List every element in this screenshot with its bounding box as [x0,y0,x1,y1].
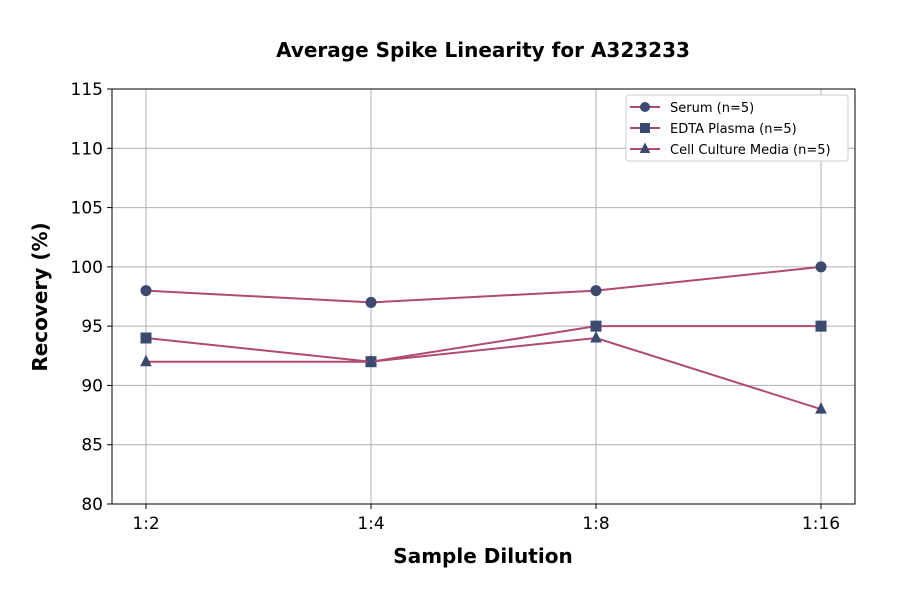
y-axis-label: Recovery (%) [28,222,52,371]
series-0 [140,261,827,308]
data-point [140,285,152,297]
y-tick-label: 90 [81,376,103,396]
legend-label: Cell Culture Media (n=5) [670,143,831,158]
data-point [140,332,152,344]
plot-frame [111,88,856,505]
x-tick-label: 1:4 [357,514,384,534]
x-tick-label: 1:8 [582,514,609,534]
y-tick-label: 115 [71,80,103,100]
y-tick-label: 80 [81,495,103,515]
chart-title: Average Spike Linearity for A323233 [276,38,690,62]
series-2 [140,330,827,414]
x-tick-label: 1:2 [132,514,159,534]
legend-label: Serum (n=5) [670,101,754,116]
data-point [365,296,377,308]
data-point [365,354,377,367]
y-tick-label: 95 [81,317,103,337]
legend-marker [640,102,650,112]
series-line [146,336,822,411]
y-tick-label: 100 [71,258,103,278]
series-line [145,325,821,363]
legend: Serum (n=5) EDTA Plasma (n=5) Cell Culture… [625,94,849,162]
series-1 [140,320,827,368]
data-point [815,402,827,414]
x-axis-label: Sample Dilution [393,544,572,568]
legend-marker [640,123,650,133]
data-point [140,354,152,367]
y-tick-label: 105 [71,199,103,219]
data-point [590,320,602,332]
series-line [145,265,822,304]
legend-marker [639,142,651,153]
data-point [815,261,827,273]
x-tick-label: 1:16 [802,514,840,534]
data-point [815,320,827,332]
legend-box [625,94,849,162]
y-tick-label: 110 [71,139,103,159]
data-point [590,330,602,343]
y-tick-label: 85 [81,436,103,456]
data-point [590,285,602,297]
legend-label: EDTA Plasma (n=5) [670,122,797,137]
